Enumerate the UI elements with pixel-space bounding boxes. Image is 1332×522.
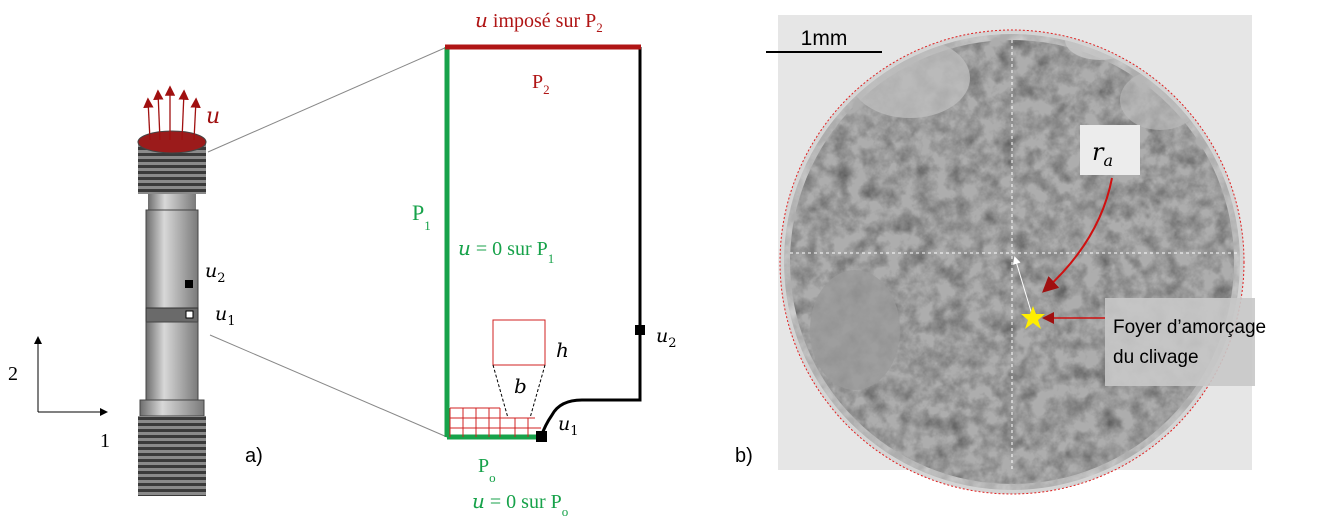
edge-label: Po [478, 455, 496, 485]
axis-label: 1 [100, 430, 110, 452]
initiation-label: Foyer d’amorçage [1113, 317, 1266, 338]
gauge-label: u1 [558, 413, 579, 439]
edge-label: P2 [532, 71, 550, 97]
gauge-marker [186, 311, 193, 318]
lower-thread [138, 416, 206, 496]
element-zoom [493, 320, 545, 365]
scale-bar-label: 1mm [801, 27, 848, 50]
body: { "panel_a": { "load_label": "u", "gauge… [0, 0, 1332, 522]
panel-label: a) [245, 445, 263, 467]
gauge-marker [185, 280, 193, 288]
specimen [138, 88, 206, 496]
gauge-marker [635, 325, 645, 335]
boundary-condition: u imposé sur P2 [475, 8, 603, 35]
gauge-label: u1 [215, 303, 236, 329]
upper-shaft [146, 210, 198, 308]
axis-label: 2 [8, 363, 18, 385]
initiation-label: du clivage [1113, 347, 1199, 368]
loaded-face [138, 131, 206, 153]
boundary-condition: u = 0 sur P1 [458, 236, 554, 266]
mesh-grid [450, 408, 541, 437]
edge-label: P1 [412, 200, 431, 233]
boundary-condition: u = 0 sur Po [472, 489, 568, 519]
gauge-marker [536, 431, 547, 442]
free-boundary [541, 47, 640, 437]
lower-shaft [146, 322, 198, 400]
page: Figure html, body { margin: 0; padding: … [0, 0, 1332, 522]
element-height: h [556, 338, 569, 362]
lower-collar [140, 400, 204, 416]
figure: u u2 u1 2 1 a) u imposé sur P2 P2 P1 u =… [0, 0, 1332, 522]
element-width: b [514, 374, 527, 398]
gauge-label: u2 [656, 325, 677, 351]
load-label: u [206, 104, 220, 129]
zoom-line [530, 365, 545, 418]
zoom-line [208, 47, 447, 152]
panel-label: b) [735, 445, 753, 467]
fracture-image [778, 15, 1255, 494]
label-box [1105, 298, 1255, 386]
upper-collar [148, 194, 196, 210]
gauge-label: u2 [205, 260, 226, 286]
zoom-line [210, 335, 447, 437]
